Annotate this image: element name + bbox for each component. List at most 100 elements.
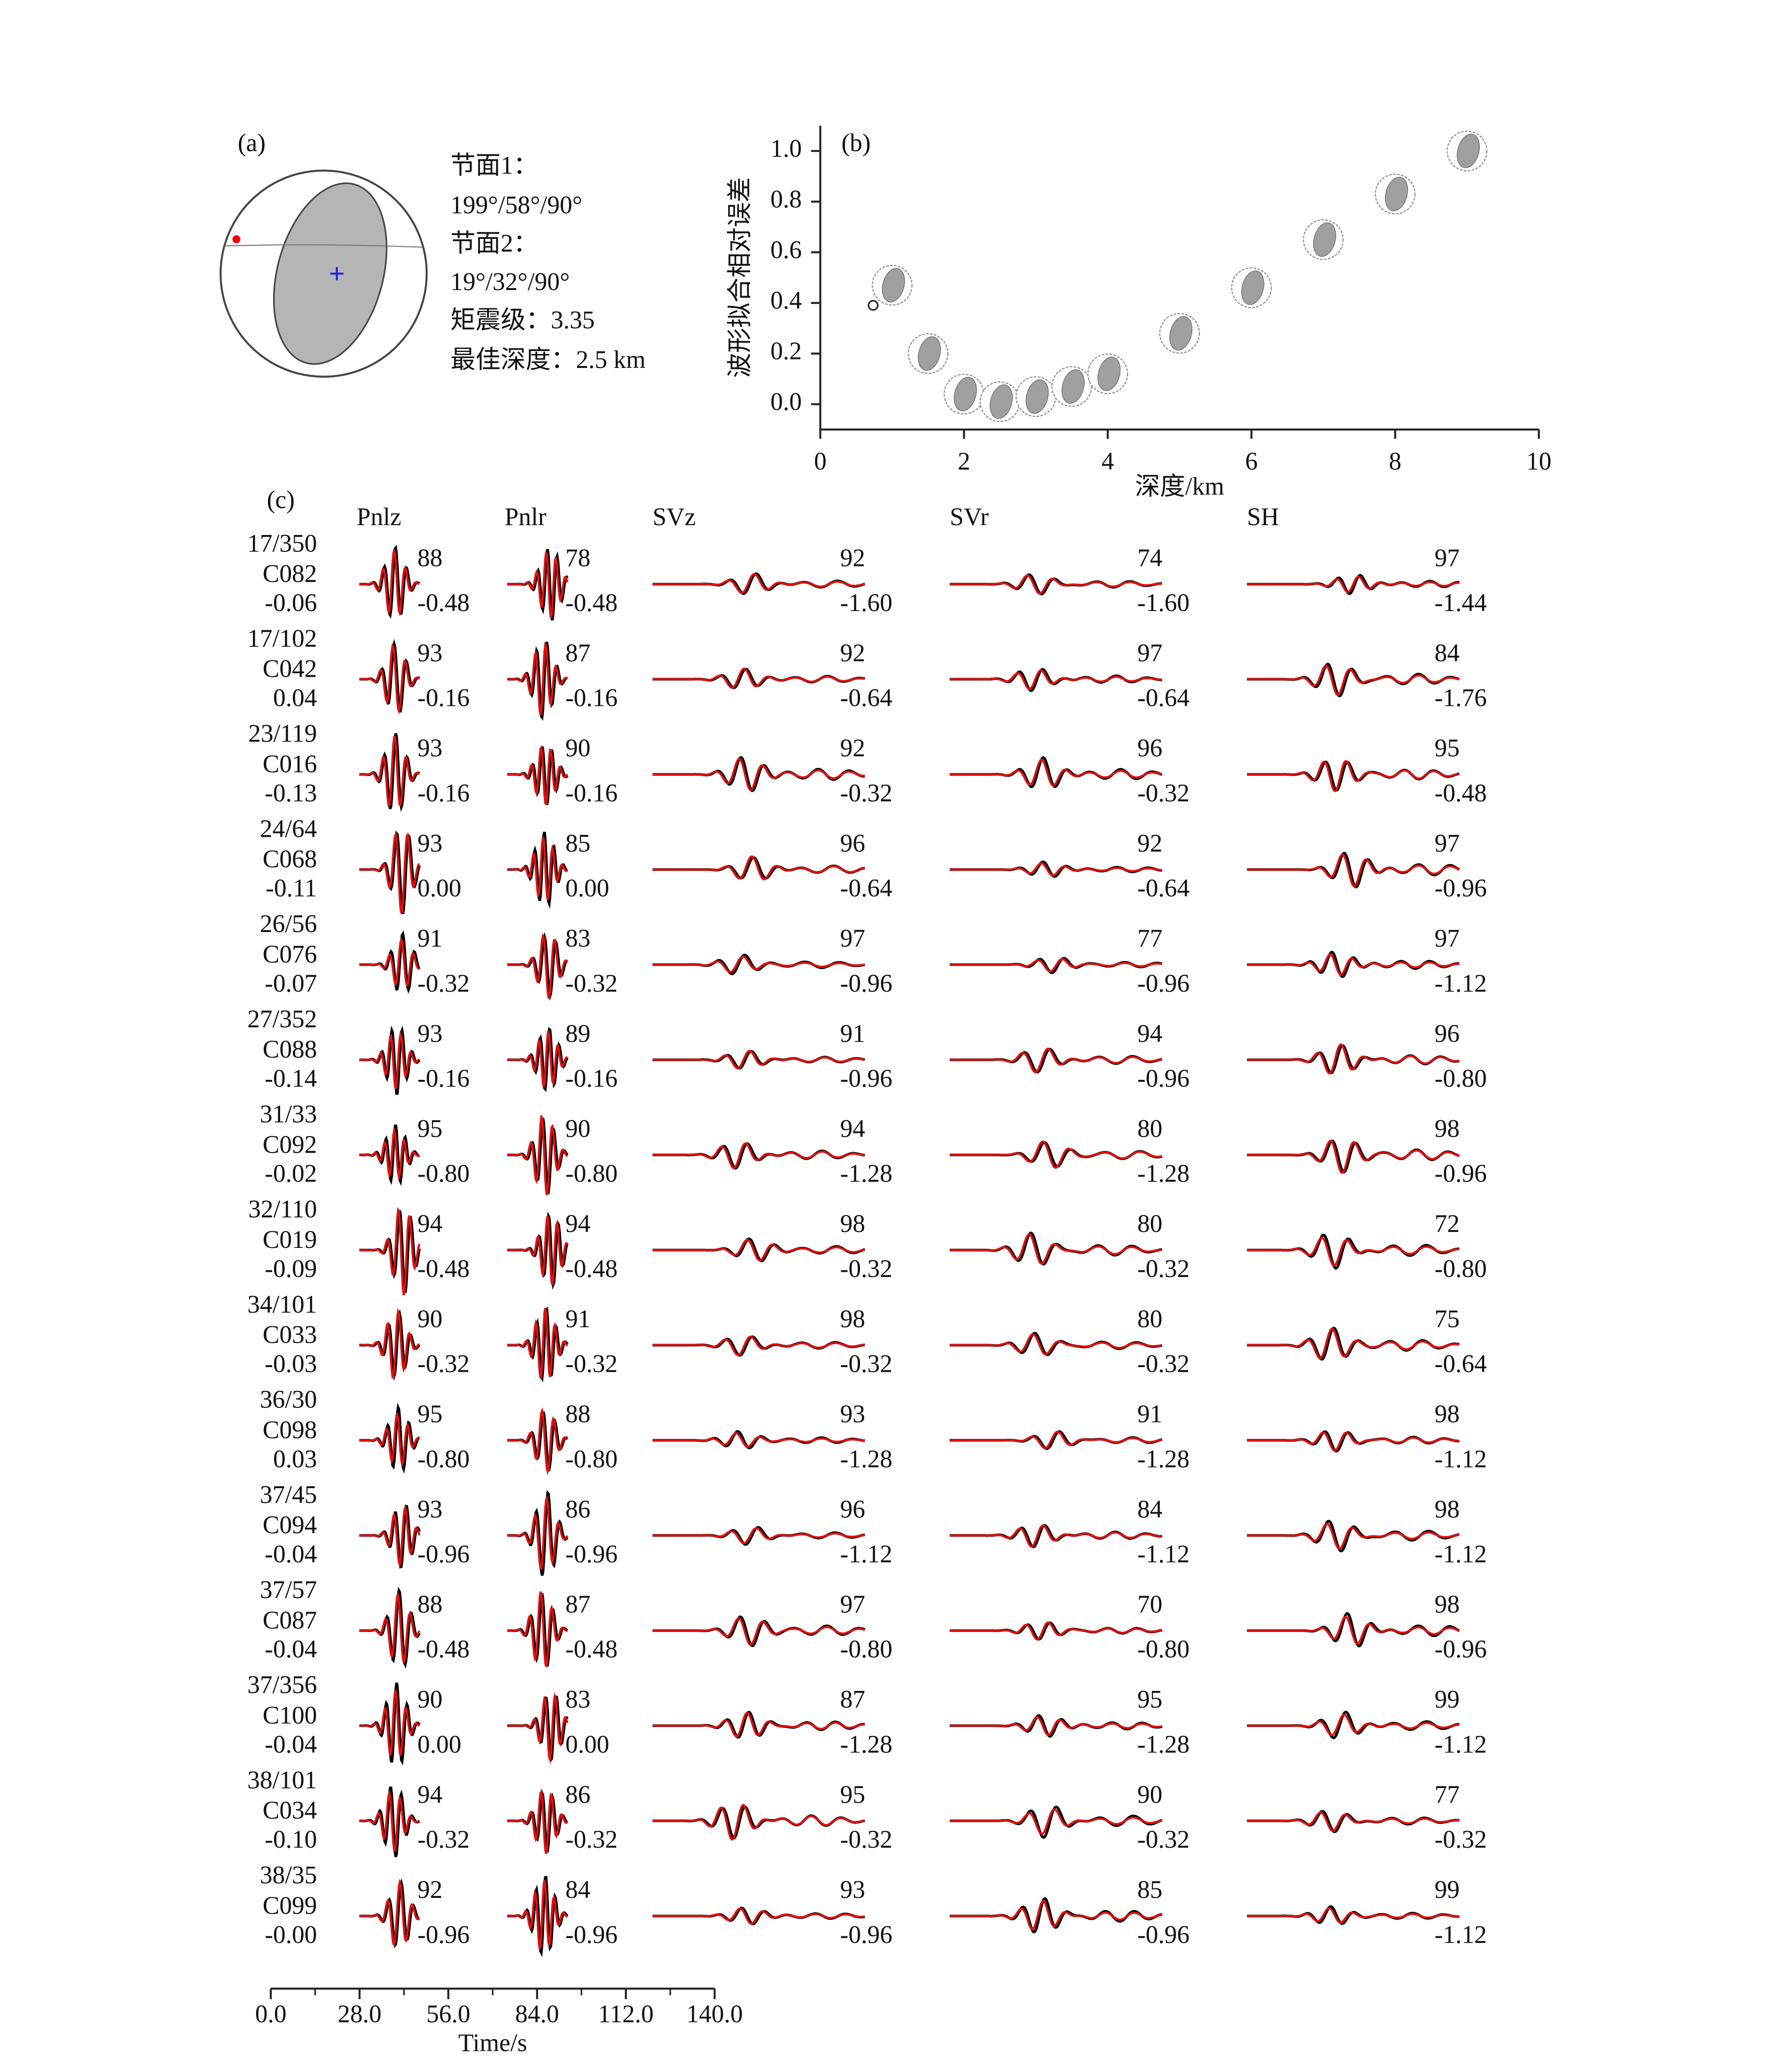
distance-azimuth: 17/102 xyxy=(247,624,317,652)
correlation: 84 xyxy=(1137,1495,1162,1523)
correlation: 98 xyxy=(1434,1114,1459,1142)
lag-time: -0.16 xyxy=(565,1064,617,1093)
beachball xyxy=(1231,267,1272,308)
lag-time: -0.32 xyxy=(840,1254,892,1283)
synthetic-waveform xyxy=(950,1621,1162,1641)
correlation: 97 xyxy=(1434,543,1459,572)
synthetic-waveform xyxy=(507,1031,568,1087)
correlation: 97 xyxy=(1434,829,1459,857)
synthetic-waveform xyxy=(950,1900,1162,1931)
lag-time: -0.96 xyxy=(1137,1920,1189,1949)
correlation: 97 xyxy=(1434,924,1459,952)
correlation: 91 xyxy=(565,1305,590,1333)
correlation: 94 xyxy=(565,1209,590,1238)
correlation: 93 xyxy=(840,1400,865,1428)
synthetic-waveform xyxy=(652,1907,865,1925)
correlation: 95 xyxy=(418,1400,442,1428)
synthetic-waveform xyxy=(359,735,420,807)
lag-time: -1.12 xyxy=(1434,969,1486,997)
component-label: SVz xyxy=(653,503,696,531)
component-label: Pnlz xyxy=(357,503,401,531)
correlation: 85 xyxy=(1137,1875,1162,1904)
correlation: 94 xyxy=(1137,1019,1162,1047)
distance-azimuth: 32/110 xyxy=(248,1195,317,1223)
y-tick-label: 0.6 xyxy=(770,236,802,264)
correlation: 72 xyxy=(1434,1209,1459,1238)
lag-time: -1.12 xyxy=(1434,1730,1486,1758)
x-axis-title: 深度/km xyxy=(1135,472,1224,500)
correlation: 92 xyxy=(418,1875,442,1904)
synthetic-waveform xyxy=(950,1233,1162,1265)
synthetic-waveform xyxy=(950,1716,1163,1736)
beachball-fill xyxy=(1026,379,1049,414)
beachball xyxy=(907,333,949,374)
component-label: SVr xyxy=(950,503,989,531)
correlation: 93 xyxy=(418,1495,442,1523)
correlation: 87 xyxy=(565,1590,590,1618)
correlation: 90 xyxy=(565,734,590,762)
x-tick-label: 10 xyxy=(1526,447,1551,475)
correlation: 99 xyxy=(1434,1685,1459,1713)
synthetic-waveform xyxy=(359,549,420,617)
beachball xyxy=(1087,353,1128,394)
synthetic-waveform xyxy=(950,574,1162,595)
correlation: 77 xyxy=(1434,1780,1459,1808)
correlation: 92 xyxy=(840,543,865,572)
panel-label: (a) xyxy=(238,129,266,157)
lag-time: -0.96 xyxy=(1434,1635,1486,1663)
correlation: 98 xyxy=(840,1305,865,1333)
synthetic-waveform xyxy=(359,643,420,715)
station-name: C094 xyxy=(263,1511,317,1539)
synthetic-waveform xyxy=(652,1239,865,1262)
lag-time: -0.64 xyxy=(1137,874,1189,902)
synthetic-waveform xyxy=(1247,1328,1460,1359)
correlation: 78 xyxy=(565,543,590,572)
lag-time: -0.80 xyxy=(1434,1254,1486,1283)
lag-time: 0.00 xyxy=(565,874,609,902)
correlation: 94 xyxy=(418,1780,442,1808)
lag-time: -0.32 xyxy=(418,1825,470,1853)
lag-time: -0.32 xyxy=(840,1825,892,1853)
correlation: 88 xyxy=(418,543,442,572)
synthetic-waveform xyxy=(1247,1713,1460,1736)
synthetic-waveform xyxy=(950,958,1162,973)
beachball-fill xyxy=(1097,356,1121,391)
distance-azimuth: 26/56 xyxy=(260,910,317,938)
correlation: 70 xyxy=(1137,1590,1162,1618)
correlation: 80 xyxy=(1137,1305,1162,1333)
correlation: 97 xyxy=(1137,639,1162,667)
synthetic-waveform xyxy=(1247,1043,1460,1075)
synthetic-waveform xyxy=(950,1140,1163,1169)
lag-time: -0.48 xyxy=(418,1635,470,1663)
correlation: 93 xyxy=(418,734,442,762)
correlation: 90 xyxy=(418,1685,442,1713)
lag-time: -0.96 xyxy=(840,1920,892,1949)
station-name: C098 xyxy=(263,1415,317,1444)
lag-time: -0.64 xyxy=(840,684,892,712)
station-name: C033 xyxy=(263,1321,317,1349)
beachball-fill xyxy=(953,377,977,412)
lag-time: -0.32 xyxy=(1137,1825,1189,1853)
lag-time: -0.32 xyxy=(1137,1350,1189,1378)
synthetic-waveform xyxy=(507,1307,569,1379)
lag-time: -0.80 xyxy=(418,1159,470,1187)
correlation: 75 xyxy=(1434,1305,1459,1333)
x-tick-label: 6 xyxy=(1245,447,1258,475)
mechanism-text: 节面1： xyxy=(450,151,538,179)
correlation: 98 xyxy=(840,1209,865,1238)
synthetic-waveform xyxy=(359,1689,420,1756)
synthetic-waveform xyxy=(359,1307,420,1379)
synthetic-waveform xyxy=(507,1591,568,1667)
correlation: 94 xyxy=(418,1209,442,1238)
beachball xyxy=(872,265,913,306)
time-shift: -0.06 xyxy=(265,589,317,617)
synthetic-waveform xyxy=(507,837,568,900)
correlation: 92 xyxy=(840,639,865,667)
distance-azimuth: 31/33 xyxy=(260,1100,317,1128)
correlation: 89 xyxy=(565,1019,590,1047)
lag-time: -0.96 xyxy=(840,969,892,997)
synthetic-waveform xyxy=(652,1712,865,1738)
synthetic-waveform xyxy=(652,757,865,791)
time-shift: -0.04 xyxy=(265,1635,317,1663)
synthetic-waveform xyxy=(359,1126,420,1181)
